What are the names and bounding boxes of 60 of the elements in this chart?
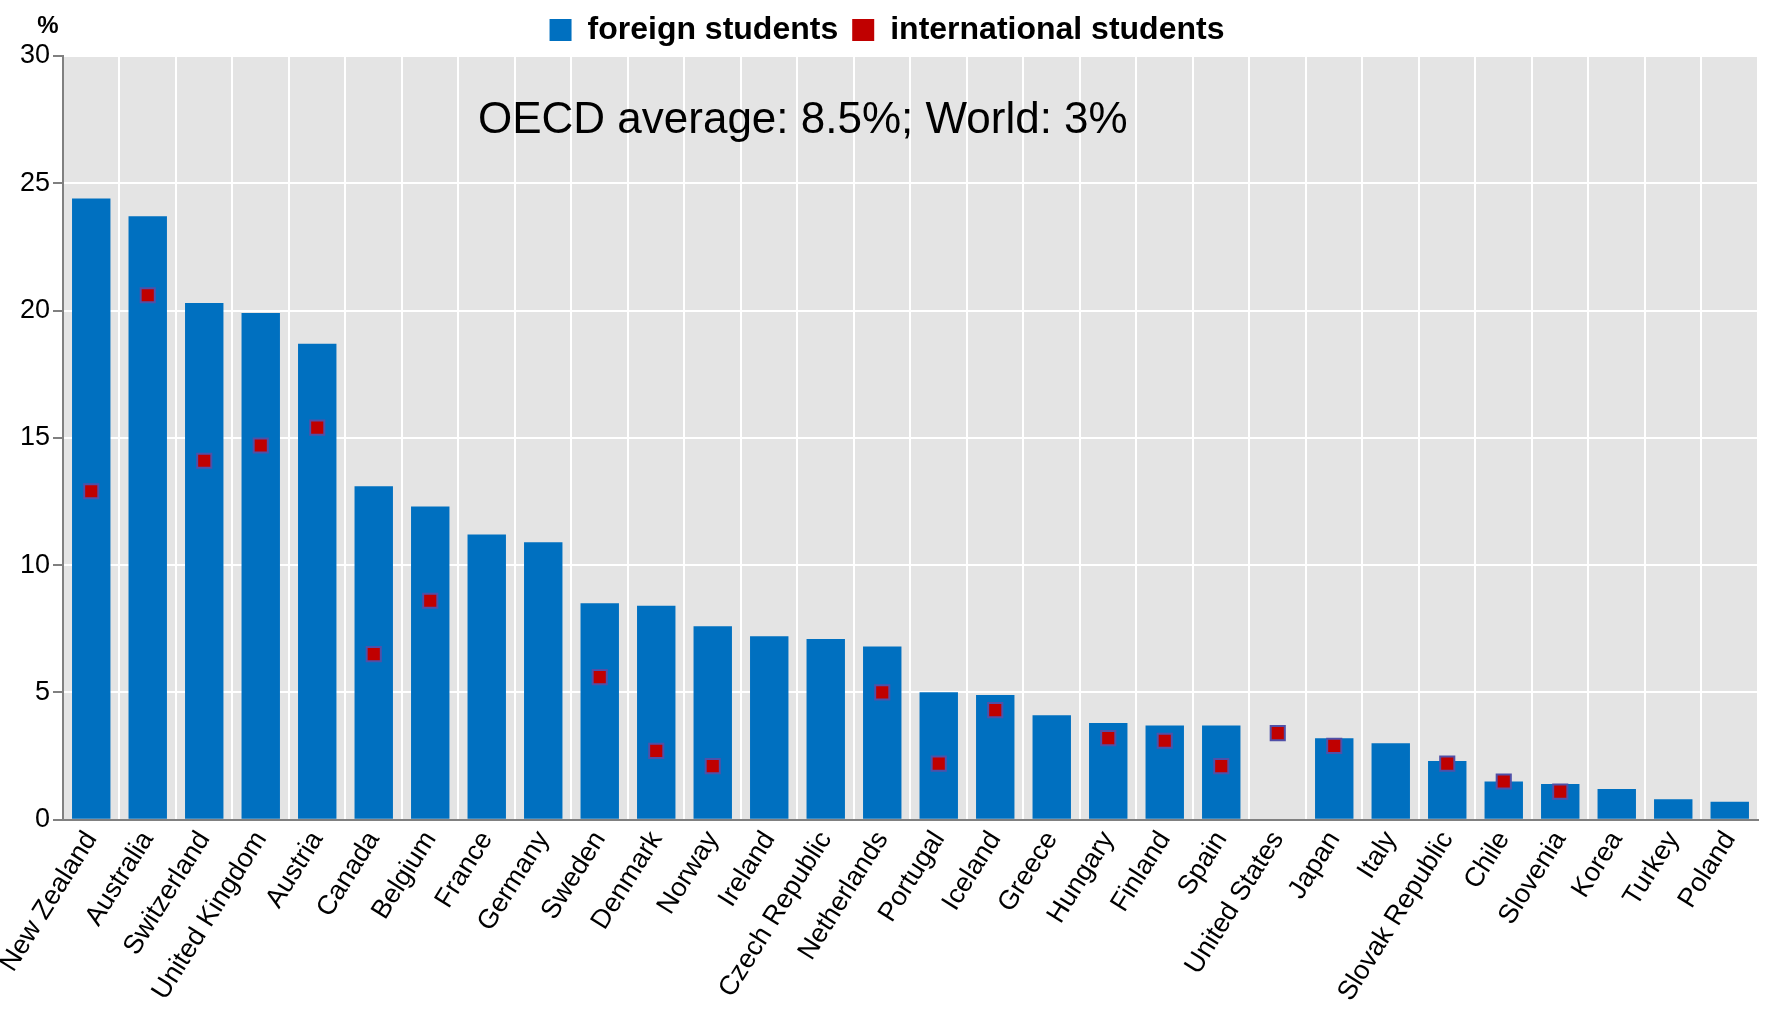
bar: [1032, 715, 1071, 819]
y-tick-label: 10: [19, 548, 50, 579]
point: [196, 452, 213, 469]
point: [1213, 758, 1230, 775]
point: [365, 646, 382, 663]
point: [930, 755, 947, 772]
bar: [467, 534, 506, 819]
bar: [1089, 722, 1128, 819]
y-tick-label: 20: [19, 294, 50, 324]
legend-label: international students: [890, 9, 1225, 46]
point: [83, 483, 100, 500]
bar: [411, 506, 450, 819]
point: [874, 684, 891, 701]
bar: [863, 646, 902, 819]
annotation: OECD average: 8.5%; World: 3%: [477, 93, 1128, 143]
point: [1100, 730, 1117, 747]
point: [1269, 725, 1286, 742]
bar: [241, 313, 280, 819]
point: [1439, 755, 1456, 772]
point: [1552, 783, 1569, 800]
point: [648, 742, 665, 759]
legend-label: foreign students: [587, 9, 839, 46]
bar: [185, 302, 224, 819]
bar: [976, 694, 1015, 819]
bar: [1710, 801, 1749, 819]
bar: [1202, 725, 1241, 819]
y-axis-title: %: [37, 10, 59, 38]
point: [1495, 773, 1512, 790]
bar: [72, 198, 111, 819]
point: [422, 592, 439, 609]
y-tick-label: 15: [19, 421, 50, 452]
point: [252, 437, 269, 454]
bar: [1315, 738, 1354, 819]
bar: [524, 542, 563, 819]
point: [309, 419, 326, 436]
bar: [919, 692, 958, 819]
bar: [1371, 743, 1410, 819]
point: [1156, 732, 1173, 749]
point: [591, 669, 608, 686]
bar: [637, 605, 676, 819]
y-tick-label: 5: [34, 675, 50, 706]
bar: [128, 216, 167, 819]
point: [1326, 737, 1343, 754]
bar: [1484, 781, 1523, 819]
bar: [750, 636, 789, 819]
bar: [806, 638, 845, 819]
bar: [580, 603, 619, 819]
point: [704, 758, 721, 775]
y-tick-label: 0: [34, 803, 50, 834]
bar: [693, 626, 732, 819]
point: [139, 287, 156, 304]
y-tick-label: 30: [19, 39, 50, 70]
bar: [1145, 725, 1184, 819]
bar: [298, 343, 337, 819]
y-tick-label: 25: [19, 166, 50, 197]
bar: [1428, 761, 1467, 819]
bar: [354, 486, 393, 819]
bar: [1654, 799, 1693, 819]
point: [987, 702, 1004, 719]
bar: [1597, 789, 1636, 819]
